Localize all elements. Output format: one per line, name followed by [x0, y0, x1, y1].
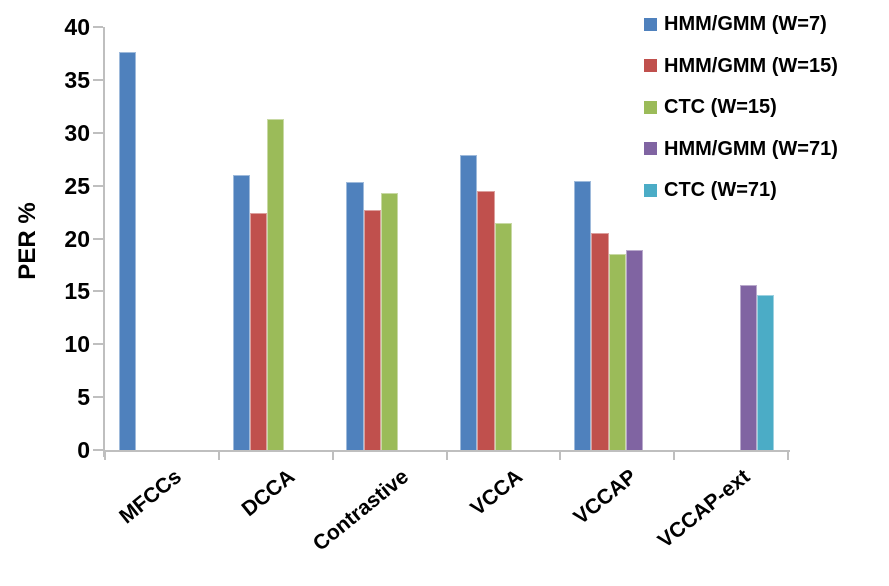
bar	[494, 222, 513, 450]
y-tick-label: 25	[64, 172, 90, 199]
legend-swatch-icon	[644, 59, 657, 72]
legend-label: HMM/GMM (W=7)	[664, 13, 827, 35]
y-tick	[93, 396, 103, 399]
y-tick-label: 5	[77, 384, 90, 411]
y-tick-label: 35	[64, 66, 90, 93]
x-tick	[559, 452, 562, 460]
bar	[591, 233, 609, 450]
bar	[477, 190, 495, 450]
x-category-label: Contrastive	[308, 465, 414, 556]
legend-swatch-icon	[644, 142, 657, 155]
legend-label: CTC (W=71)	[664, 179, 777, 201]
legend-item: HMM/GMM (W=15)	[644, 55, 838, 77]
y-tick	[93, 131, 103, 134]
x-category-label: VCCAP	[569, 465, 641, 530]
legend-swatch-icon	[644, 100, 657, 114]
bar	[267, 119, 285, 450]
x-tick	[217, 452, 220, 460]
bar	[625, 250, 644, 450]
y-tick	[93, 237, 103, 240]
x-category-label: VCCA	[466, 465, 527, 521]
legend-label: HMM/GMM (W=15)	[664, 54, 838, 77]
bar	[460, 154, 478, 450]
y-tick-label: 30	[64, 119, 90, 146]
bar	[608, 254, 626, 450]
legend-label: CTC (W=15)	[664, 96, 777, 118]
x-category-label: DCCA	[237, 465, 300, 522]
legend-item: CTC (W=15)	[644, 96, 838, 118]
y-tick	[93, 78, 103, 81]
bar	[118, 52, 136, 450]
y-tick	[93, 184, 103, 187]
legend-swatch-icon	[644, 17, 657, 31]
y-tick	[93, 343, 103, 346]
bar	[249, 213, 268, 450]
bar	[232, 175, 250, 450]
x-tick	[331, 452, 334, 460]
bar	[346, 182, 364, 450]
bar	[363, 209, 381, 450]
bar	[757, 294, 775, 450]
y-tick-label: 20	[64, 225, 90, 252]
legend-swatch-icon	[644, 183, 657, 197]
x-tick	[673, 452, 676, 460]
x-category-label: VCCAP-ext	[653, 465, 755, 553]
y-tick-label: 15	[64, 278, 90, 305]
legend-item: CTC (W=71)	[644, 179, 838, 201]
legend: HMM/GMM (W=7) HMM/GMM (W=15) CTC (W=15) HMM…	[644, 13, 838, 221]
x-category-label: MFCCs	[114, 465, 186, 529]
bar	[574, 181, 592, 450]
y-tick	[93, 290, 103, 293]
y-axis-line	[103, 27, 105, 457]
legend-label: HMM/GMM (W=71)	[664, 137, 838, 160]
x-tick	[104, 452, 106, 460]
y-tick-label: 0	[77, 437, 90, 463]
y-tick-label: 40	[64, 14, 90, 40]
bar	[380, 193, 399, 450]
legend-item: HMM/GMM (W=7)	[644, 13, 838, 35]
y-tick-label: 10	[64, 331, 90, 358]
legend-item: HMM/GMM (W=71)	[644, 138, 838, 160]
x-tick	[787, 452, 789, 460]
y-tick	[93, 449, 103, 451]
bar	[739, 285, 758, 450]
x-axis-line	[103, 450, 790, 452]
y-tick	[93, 26, 103, 28]
x-tick	[445, 452, 448, 460]
